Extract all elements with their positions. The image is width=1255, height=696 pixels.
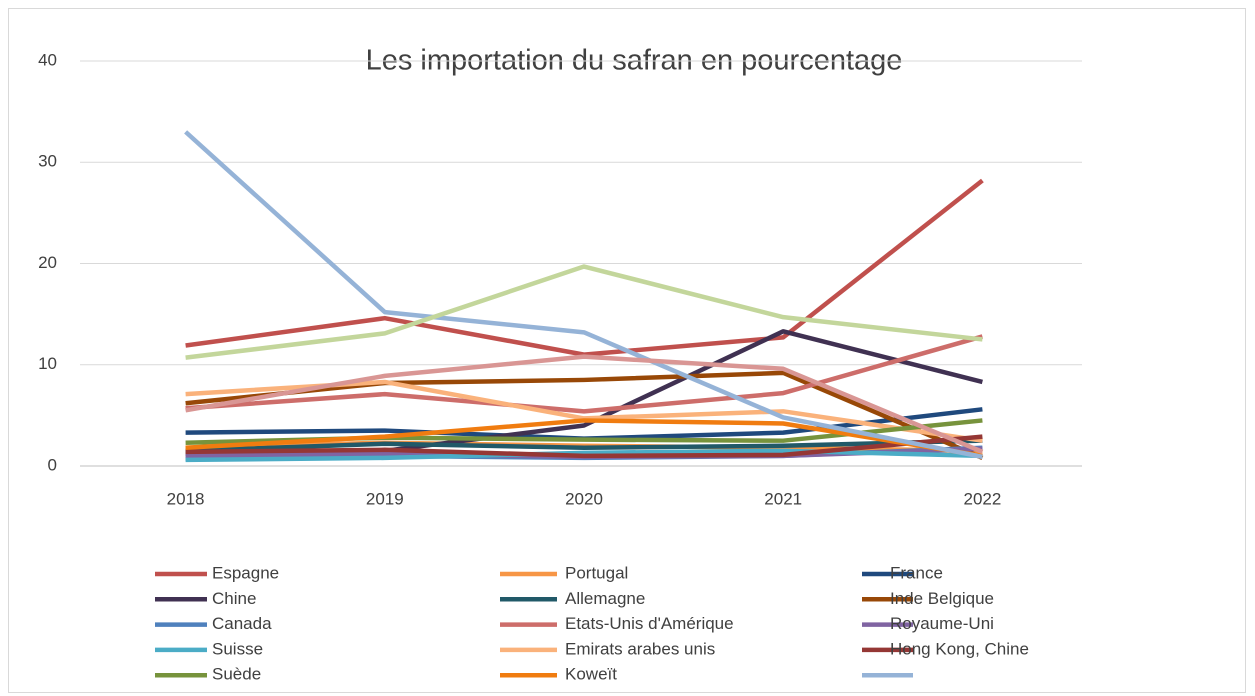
series-line	[185, 354, 984, 454]
legend-item: Suède	[155, 665, 261, 684]
legend-label: Royaume-Uni	[890, 614, 994, 633]
legend-label: Etats-Unis d'Amérique	[565, 614, 734, 633]
series-line	[185, 370, 984, 460]
legend-label: Suède	[212, 665, 261, 684]
legend-item: Emirats arabes unis	[500, 639, 715, 658]
legend-label: Hong Kong, Chine	[890, 639, 1029, 658]
legend-label: Chine	[212, 589, 256, 608]
series-line	[185, 264, 983, 360]
legend-item: Chine	[155, 589, 256, 608]
legend-label: Allemagne	[565, 589, 645, 608]
legend-item: Inde Belgique	[862, 589, 994, 608]
legend-item: Suisse	[155, 639, 263, 658]
legend-item: Hong Kong, Chine	[862, 639, 1029, 658]
legend-label: Portugal	[565, 563, 628, 582]
legend-item: Portugal	[500, 563, 628, 582]
legend-label: Canada	[212, 614, 272, 633]
series-line	[185, 334, 984, 414]
x-tick-label: 2020	[565, 489, 603, 508]
legend-item: Canada	[155, 614, 272, 633]
legend-item: Etats-Unis d'Amérique	[500, 614, 734, 633]
legend-label: Inde Belgique	[890, 589, 994, 608]
y-tick-label: 20	[38, 253, 57, 272]
y-tick-label: 10	[38, 354, 57, 373]
x-tick-label: 2021	[764, 489, 802, 508]
legend-item: Koweït	[500, 665, 617, 684]
legend-label: Espagne	[212, 563, 279, 582]
legend-item: Allemagne	[500, 589, 645, 608]
legend-label: Suisse	[212, 639, 263, 658]
y-tick-label: 40	[38, 50, 57, 69]
legend-item: France	[862, 563, 943, 582]
series-line	[185, 418, 983, 459]
x-tick-label: 2022	[963, 489, 1001, 508]
legend-item: Royaume-Uni	[862, 614, 994, 633]
y-tick-label: 0	[48, 455, 57, 474]
y-tick-label: 30	[38, 152, 57, 171]
series-line	[185, 434, 983, 459]
x-tick-label: 2018	[167, 489, 205, 508]
legend-label: France	[890, 563, 943, 582]
series-line	[184, 130, 983, 460]
series-line	[185, 448, 983, 463]
legend-label: Emirats arabes unis	[565, 639, 715, 658]
x-tick-label: 2019	[366, 489, 404, 508]
legend-item: Espagne	[155, 563, 279, 582]
series-line	[185, 438, 983, 454]
legend-label: Koweït	[565, 665, 617, 684]
